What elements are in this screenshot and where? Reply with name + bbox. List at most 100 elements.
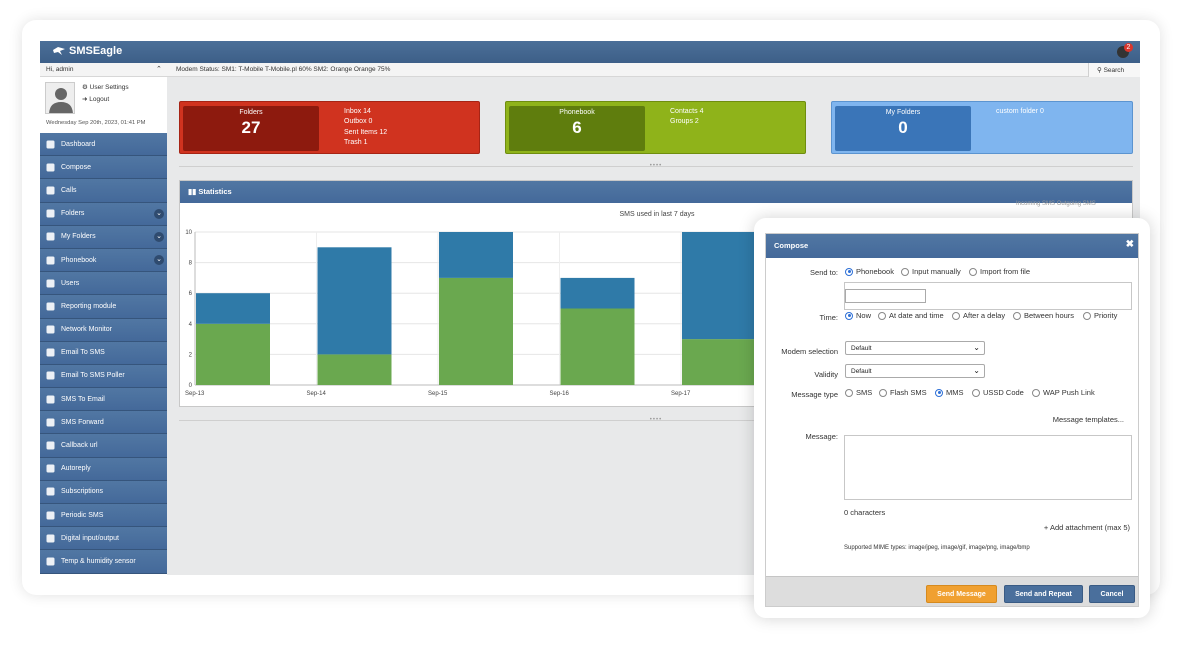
sidebar-item-label: Network Monitor [61, 326, 112, 334]
sidebar-item-autoreply[interactable]: Autoreply [40, 457, 167, 481]
sidebar-item-subscriptions[interactable]: Subscriptions [40, 480, 167, 504]
bookmark-icon [46, 487, 55, 496]
search-label: Search [1103, 67, 1125, 74]
sidebar-item-calls[interactable]: Calls [40, 179, 167, 203]
time-date-radio[interactable]: At date and time [878, 311, 944, 320]
add-attachment-link[interactable]: + Add attachment (max 5) [1043, 523, 1130, 532]
message-textarea[interactable] [844, 435, 1132, 500]
sidebar-item-my-folders[interactable]: My Folders ⌄ [40, 225, 167, 249]
time-delay-radio[interactable]: After a delay [952, 311, 1005, 320]
sidebar-item-folders[interactable]: Folders ⌄ [40, 202, 167, 226]
sidebar-item-label: Calls [61, 186, 77, 194]
sidebar-item-reporting-module[interactable]: Reporting module [40, 295, 167, 319]
folders-tile-count: 27 [241, 118, 261, 137]
chevron-up-icon[interactable]: ⌃ [156, 66, 162, 73]
up-arrow-icon [46, 464, 55, 473]
user-settings-link[interactable]: ⚙ User Settings [82, 82, 129, 94]
time-now-radio[interactable]: Now [845, 311, 871, 320]
sidebar-item-phonebook[interactable]: Phonebook ⌄ [40, 248, 167, 273]
chevron-down-icon[interactable]: ⌄ [154, 231, 164, 242]
sidebar-nav: Dashboard Compose Calls Folders ⌄ My Folders ⌄… [40, 133, 167, 574]
message-label: Message: [805, 432, 838, 441]
bar-incoming-sms [317, 354, 392, 385]
logout-link[interactable]: ➜ Logout [82, 94, 129, 106]
type-wap-radio[interactable]: WAP Push Link [1032, 388, 1095, 397]
outbox-count[interactable]: Outbox 0 [344, 118, 373, 126]
time-priority-radio[interactable]: Priority [1083, 311, 1117, 320]
trash-count[interactable]: Trash 1 [344, 138, 368, 146]
modem-selection-select[interactable]: Default ⌄ [845, 341, 985, 355]
contacts-count[interactable]: Contacts 4 [670, 108, 704, 115]
divider-2 [179, 420, 1133, 421]
sidebar-item-email-to-sms[interactable]: Email To SMS [40, 341, 167, 365]
bar-incoming-sms [439, 277, 513, 385]
sidebar-item-label: Dashboard [61, 140, 96, 148]
sidebar-item-label: SMS Forward [61, 418, 104, 426]
time-between-radio[interactable]: Between hours [1013, 311, 1074, 320]
sidebar-item-compose[interactable]: Compose [40, 156, 167, 180]
send-to-phonebook-radio[interactable]: Phonebook [845, 267, 894, 276]
greeting: Hi, admin [46, 66, 74, 73]
sidebar-item-sms-forward[interactable]: SMS Forward [40, 411, 167, 435]
recipient-input[interactable] [845, 289, 926, 303]
inbox-count[interactable]: Inbox 14 [344, 108, 371, 115]
send-to-file-radio[interactable]: Import from file [969, 267, 1030, 276]
sidebar-item-label: Phonebook [61, 256, 97, 264]
resize-handle-2[interactable]: •••• [649, 417, 663, 423]
search-icon: ⚲ [1097, 67, 1102, 74]
groups-count[interactable]: Groups 2 [670, 118, 699, 126]
x-tick-label: Sep-14 [307, 391, 327, 397]
custom-folder-count[interactable]: custom folder 0 [996, 108, 1044, 115]
type-sms-radio[interactable]: SMS [845, 388, 872, 397]
resize-handle[interactable]: •••• [649, 163, 663, 169]
cancel-button[interactable]: Cancel [1089, 585, 1135, 603]
sidebar-item-label: Users [61, 279, 80, 287]
sidebar-item-periodic-sms[interactable]: Periodic SMS [40, 504, 167, 528]
chevron-down-icon[interactable]: ⌄ [154, 254, 164, 265]
message-type-label: Message type [791, 390, 838, 399]
sidebar-item-temp-humidity-sensor[interactable]: Temp & humidity sensor [40, 550, 167, 574]
sidebar-item-callback-url[interactable]: Callback url [40, 434, 167, 458]
sidebar-item-label: Compose [61, 163, 91, 171]
phonebook-tile[interactable]: Phonebook 6 Contacts 4 Groups 2 [505, 101, 806, 154]
type-flash-radio[interactable]: Flash SMS [879, 388, 927, 397]
divider [179, 166, 1133, 167]
validity-select[interactable]: Default ⌄ [845, 364, 985, 378]
user-box: ⚙ User Settings ➜ Logout Wednesday Sep 2… [40, 77, 167, 133]
notification-bell-icon[interactable]: 2 [1117, 43, 1133, 59]
avatar [45, 82, 75, 114]
main-content: Folders 27 Inbox 14 Outbox 0 Sent Items … [167, 77, 1140, 575]
sidebar-item-digital-input-output[interactable]: Digital input/output [40, 527, 167, 551]
folders-tile[interactable]: Folders 27 Inbox 14 Outbox 0 Sent Items … [179, 101, 480, 154]
sent-items-count[interactable]: Sent Items 12 [344, 128, 388, 136]
statistics-title: Statistics [198, 187, 232, 196]
sidebar-item-dashboard[interactable]: Dashboard [40, 133, 167, 157]
send-message-button[interactable]: Send Message [926, 585, 997, 603]
sync-icon [46, 534, 55, 543]
y-tick-label: 2 [189, 352, 193, 358]
my-folders-tile-counter: My Folders 0 [835, 106, 971, 151]
legend-incoming: Incoming SMS [1016, 201, 1056, 207]
app-logo[interactable]: SMSEagle [53, 45, 122, 57]
bar-outgoing-sms [439, 232, 513, 278]
sidebar-item-network-monitor[interactable]: Network Monitor [40, 318, 167, 342]
send-to-manual-radio[interactable]: Input manually [901, 267, 961, 276]
close-icon[interactable]: ✖ [1125, 239, 1134, 250]
sidebar-item-email-to-sms-poller[interactable]: Email To SMS Poller [40, 364, 167, 389]
send-and-repeat-button[interactable]: Send and Repeat [1004, 585, 1083, 603]
x-tick-label: Sep-15 [428, 391, 448, 397]
bar-chart-icon: ▮▮ [188, 187, 197, 196]
validity-label: Validity [814, 370, 838, 379]
message-templates-link[interactable]: Message templates... [1052, 415, 1124, 424]
sidebar-item-sms-to-email[interactable]: SMS To Email [40, 388, 167, 412]
type-mms-radio[interactable]: MMS [935, 388, 964, 397]
type-ussd-radio[interactable]: USSD Code [972, 388, 1024, 397]
my-folders-tile-count: 0 [898, 118, 908, 137]
bar-outgoing-sms [682, 232, 756, 340]
chevron-down-icon[interactable]: ⌄ [154, 208, 164, 219]
sidebar-item-users[interactable]: Users [40, 272, 167, 296]
search-button[interactable]: ⚲ Search [1088, 63, 1140, 77]
y-tick-label: 4 [189, 322, 193, 328]
status-bar: Hi, admin ⌃ Modem Status: SM1: T-Mobile … [40, 63, 1140, 77]
my-folders-tile[interactable]: My Folders 0 custom folder 0 [831, 101, 1133, 154]
